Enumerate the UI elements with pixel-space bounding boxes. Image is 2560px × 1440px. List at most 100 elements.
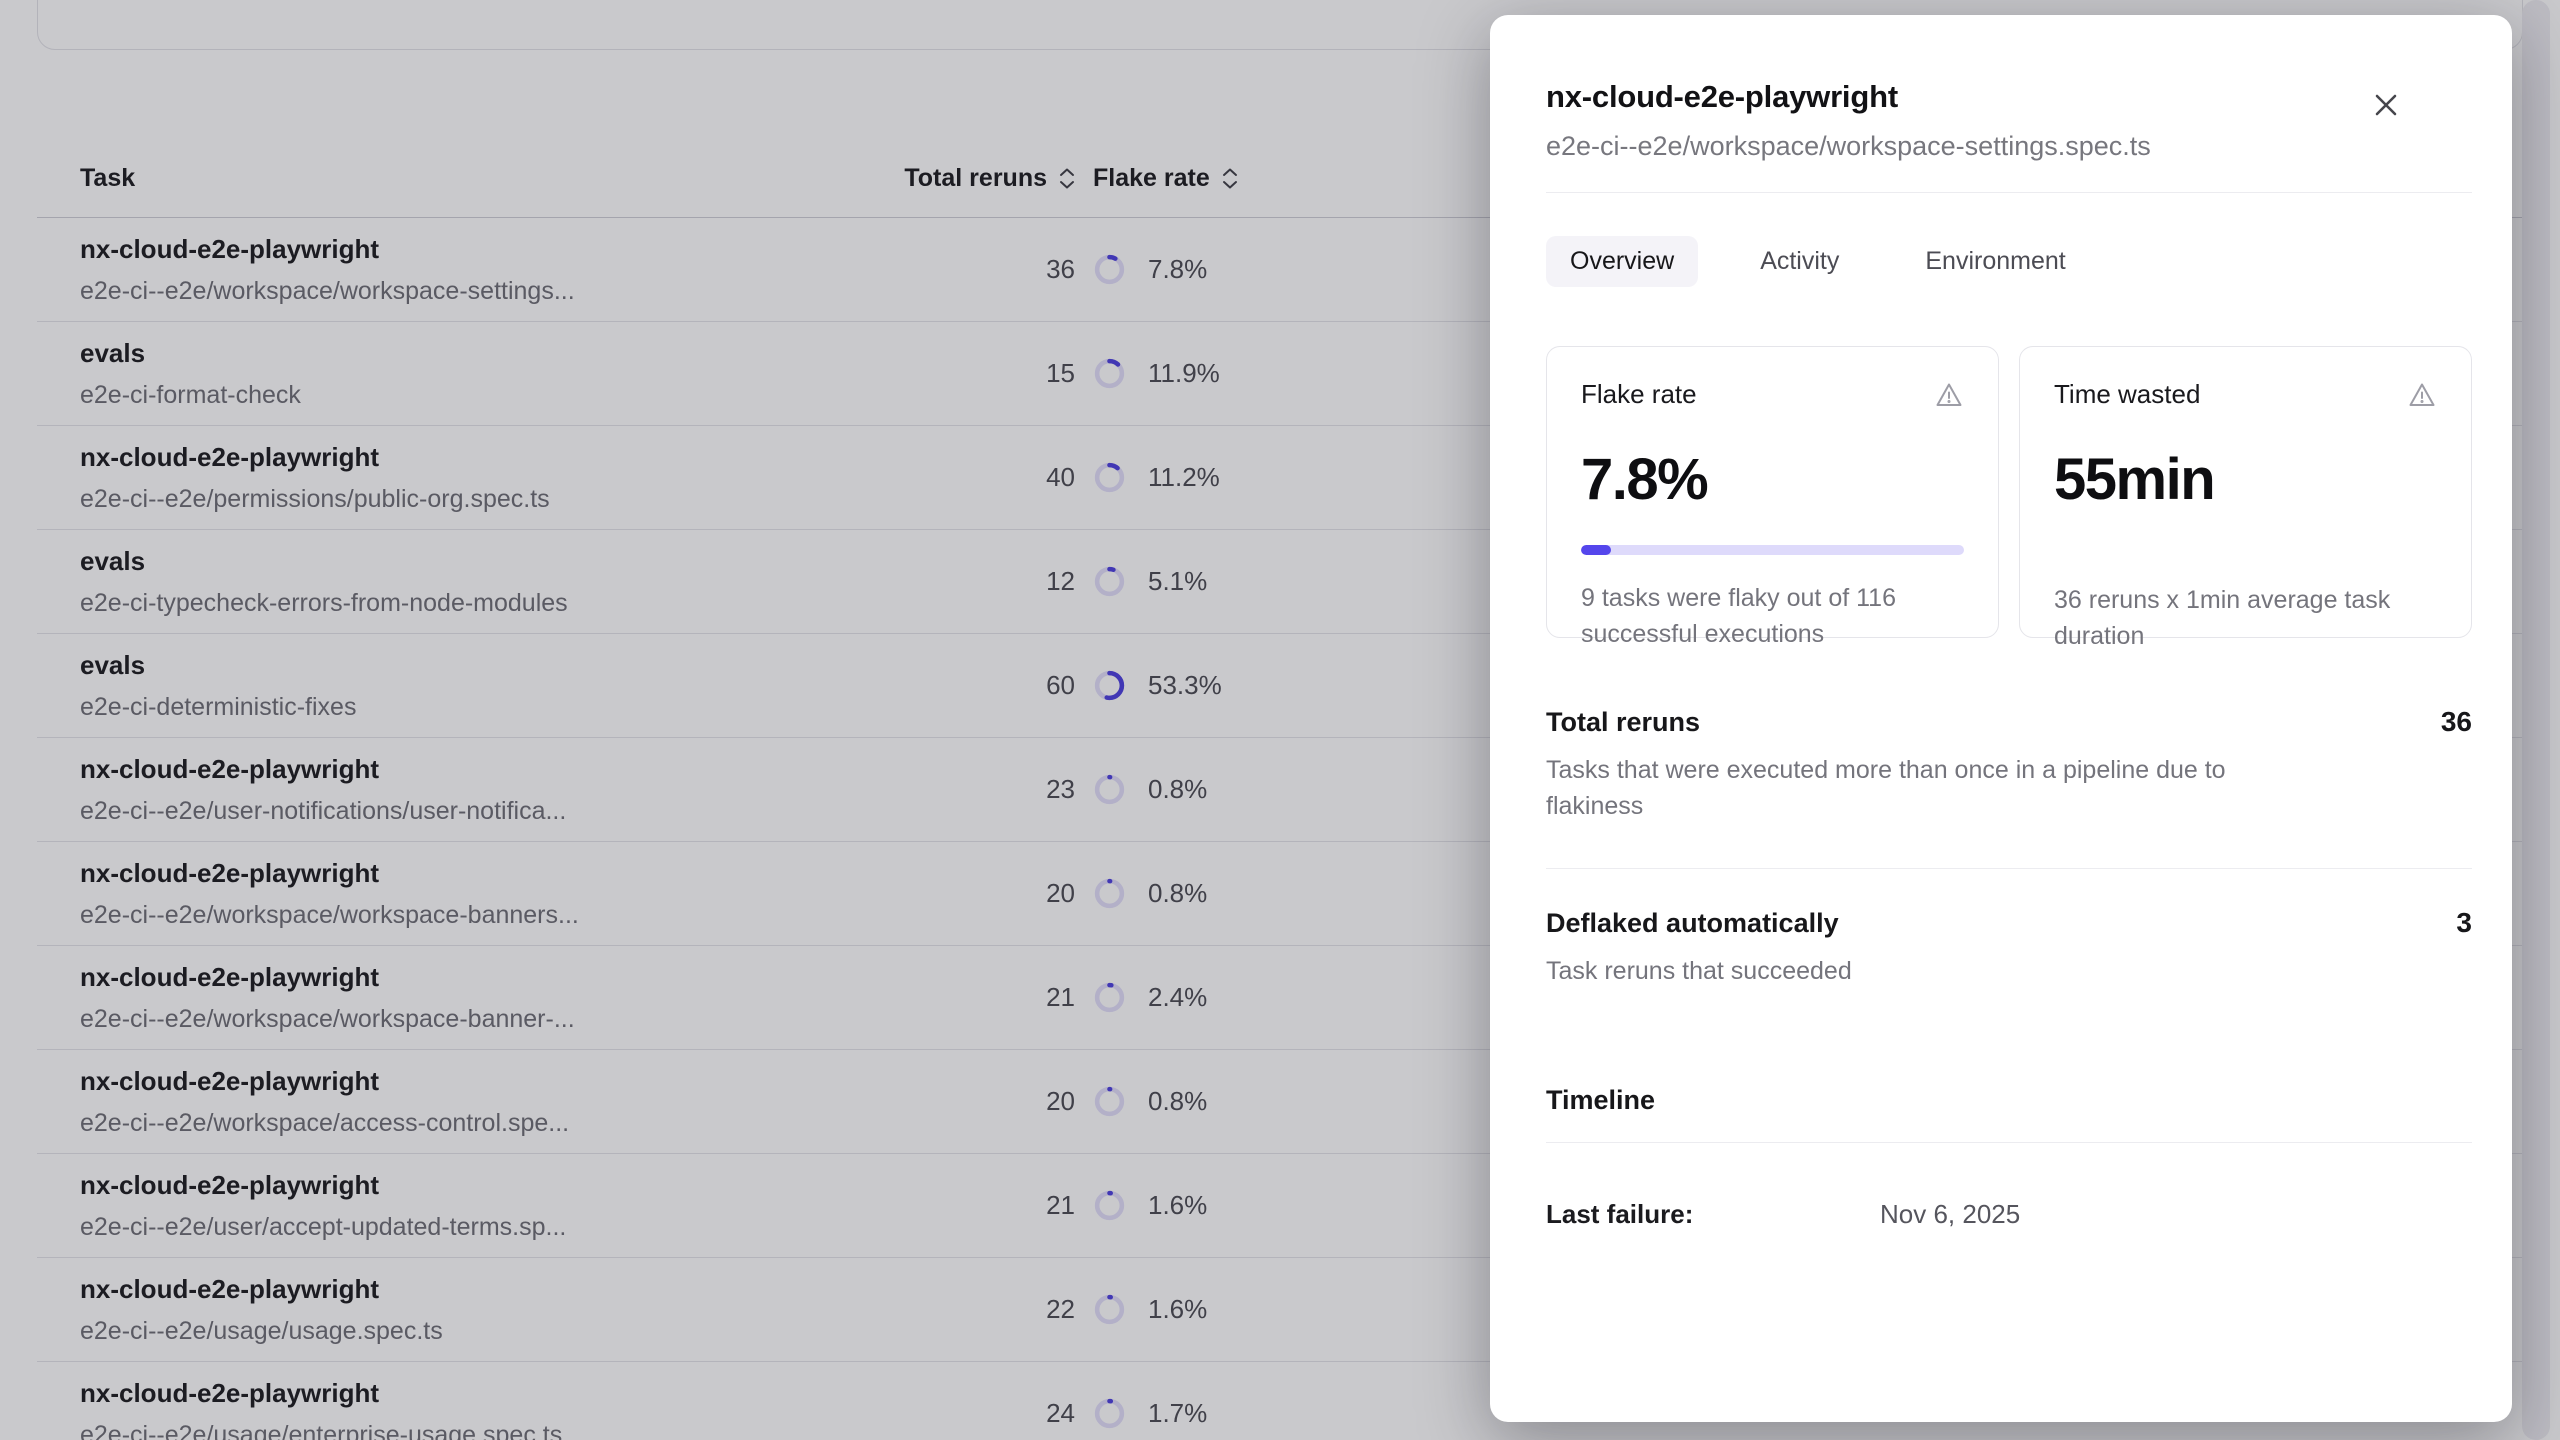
task-target: e2e-ci--e2e/workspace/workspace-banners.… [80, 900, 579, 929]
flake-rate-donut-icon [1094, 254, 1125, 285]
task-target: e2e-ci--e2e/user-notifications/user-noti… [80, 796, 567, 825]
flake-rate-donut-icon [1094, 982, 1125, 1013]
flake-rate-value-big: 7.8% [1581, 447, 1709, 512]
flake-rate-value: 5.1% [1148, 566, 1208, 596]
flaky-tasks-table: Task Total reruns Flake rate [37, 140, 2527, 1440]
flake-rate-donut-icon [1094, 566, 1125, 597]
column-header-total-reruns[interactable]: Total reruns [875, 164, 1075, 193]
task-name: nx-cloud-e2e-playwright [80, 1377, 380, 1408]
close-button[interactable] [2364, 83, 2408, 127]
total-reruns-description: Tasks that were executed more than once … [1546, 756, 2226, 820]
warning-triangle-icon [2409, 383, 2435, 406]
task-name: evals [80, 649, 146, 680]
sort-icon [1222, 168, 1238, 189]
table-row[interactable]: evals e2e-ci-deterministic-fixes 60 53.3… [37, 634, 2527, 738]
deflaked-count: 3 [2456, 907, 2472, 938]
column-header-flake-rate[interactable]: Flake rate [1075, 164, 2527, 193]
column-header-task: Task [80, 164, 136, 192]
task-name: nx-cloud-e2e-playwright [80, 753, 380, 784]
flake-rate-donut-icon [1094, 462, 1125, 493]
flake-rate-donut-icon [1094, 1294, 1125, 1325]
total-reruns-value: 36 [1046, 254, 1075, 284]
table-row[interactable]: nx-cloud-e2e-playwright e2e-ci--e2e/user… [37, 738, 2527, 842]
task-target: e2e-ci--e2e/workspace/workspace-banner-.… [80, 1004, 575, 1033]
total-reruns-value: 40 [1046, 462, 1075, 492]
flake-rate-value: 0.8% [1148, 774, 1208, 804]
table-row[interactable]: nx-cloud-e2e-playwright e2e-ci--e2e/usag… [37, 1362, 2527, 1440]
table-row[interactable]: nx-cloud-e2e-playwright e2e-ci--e2e/user… [37, 1154, 2527, 1258]
flake-rate-donut-icon [1094, 1190, 1125, 1221]
flake-rate-donut-icon [1094, 878, 1125, 909]
task-target: e2e-ci-typecheck-errors-from-node-module… [80, 588, 568, 617]
task-target: e2e-ci--e2e/usage/usage.spec.ts [80, 1316, 443, 1345]
drawer-tabs: Overview Activity Environment [1546, 236, 2472, 287]
table-row[interactable]: nx-cloud-e2e-playwright e2e-ci--e2e/work… [37, 218, 2527, 322]
flake-rate-donut-icon [1094, 358, 1125, 389]
table-row[interactable]: evals e2e-ci-typecheck-errors-from-node-… [37, 530, 2527, 634]
warning-triangle-icon [1936, 383, 1962, 406]
time-wasted-value-big: 55min [2054, 447, 2216, 512]
flake-rate-donut-icon [1094, 670, 1125, 701]
task-target: e2e-ci--e2e/workspace/access-control.spe… [80, 1108, 570, 1137]
page-scrollbar[interactable] [2522, 0, 2550, 1440]
total-reruns-label: Total reruns [1546, 707, 1701, 737]
table-row[interactable]: nx-cloud-e2e-playwright e2e-ci--e2e/work… [37, 946, 2527, 1050]
task-name: nx-cloud-e2e-playwright [80, 233, 380, 264]
total-reruns-value: 23 [1046, 774, 1075, 804]
flake-rate-card-description: 9 tasks were flaky out of 116 successful… [1581, 584, 1896, 648]
task-name: evals [80, 545, 146, 576]
time-wasted-card: Time wasted 55min 36 reruns x 1min avera… [2019, 346, 2472, 650]
flake-rate-value: 11.2% [1148, 462, 1220, 492]
total-reruns-value: 20 [1046, 1086, 1075, 1116]
flake-rate-value: 2.4% [1148, 982, 1208, 1012]
flake-rate-progress-fill [1581, 545, 1611, 555]
flake-rate-value: 0.8% [1148, 1086, 1208, 1116]
tab-environment[interactable]: Environment [1925, 247, 2066, 275]
task-target: e2e-ci--e2e/usage/enterprise-usage.spec.… [80, 1420, 563, 1440]
task-target: e2e-ci--e2e/permissions/public-org.spec.… [80, 484, 550, 513]
task-target: e2e-ci-format-check [80, 380, 301, 409]
flake-rate-donut-icon [1094, 1086, 1125, 1117]
table-row[interactable]: nx-cloud-e2e-playwright e2e-ci--e2e/perm… [37, 426, 2527, 530]
tab-activity[interactable]: Activity [1760, 247, 1840, 275]
task-target: e2e-ci-deterministic-fixes [80, 692, 357, 721]
total-reruns-value: 22 [1046, 1294, 1075, 1324]
task-detail-drawer: nx-cloud-e2e-playwright e2e-ci--e2e/work… [1490, 15, 2512, 1422]
flake-rate-value: 0.8% [1148, 878, 1208, 908]
flake-rate-value: 1.6% [1148, 1190, 1208, 1220]
task-name: evals [80, 337, 146, 368]
total-reruns-value: 21 [1046, 982, 1075, 1012]
drawer-title: nx-cloud-e2e-playwright [1546, 79, 1898, 114]
flake-rate-value: 11.9% [1148, 358, 1220, 388]
total-reruns-value: 15 [1046, 358, 1075, 388]
close-icon [2375, 94, 2397, 116]
task-name: nx-cloud-e2e-playwright [80, 1169, 380, 1200]
flake-rate-progress-bar [1581, 545, 1964, 555]
flake-rate-card-label: Flake rate [1581, 379, 1697, 409]
total-reruns-count: 36 [2440, 706, 2472, 737]
task-name: nx-cloud-e2e-playwright [80, 1065, 380, 1096]
total-reruns-value: 60 [1046, 670, 1075, 700]
flake-rate-value: 53.3% [1148, 670, 1222, 700]
table-body: nx-cloud-e2e-playwright e2e-ci--e2e/work… [37, 218, 2527, 1440]
table-row[interactable]: nx-cloud-e2e-playwright e2e-ci--e2e/work… [37, 842, 2527, 946]
tab-overview[interactable]: Overview [1546, 236, 1699, 287]
total-reruns-value: 21 [1046, 1190, 1075, 1220]
total-reruns-value: 24 [1046, 1398, 1075, 1428]
divider [1546, 868, 2472, 869]
sort-icon [1059, 168, 1075, 189]
deflaked-description: Task reruns that succeeded [1546, 957, 1852, 985]
table-header-row: Task Total reruns Flake rate [37, 140, 2527, 218]
drawer-header: nx-cloud-e2e-playwright e2e-ci--e2e/work… [1546, 15, 2472, 193]
task-name: nx-cloud-e2e-playwright [80, 1273, 380, 1304]
task-name: nx-cloud-e2e-playwright [80, 857, 380, 888]
task-name: nx-cloud-e2e-playwright [80, 441, 380, 472]
time-wasted-card-label: Time wasted [2054, 379, 2201, 409]
total-reruns-value: 12 [1046, 566, 1075, 596]
table-row[interactable]: evals e2e-ci-format-check 15 11.9% [37, 322, 2527, 426]
last-failure-label: Last failure: [1546, 1199, 1694, 1229]
divider [1546, 1142, 2472, 1143]
flake-rate-value: 1.6% [1148, 1294, 1208, 1324]
table-row[interactable]: nx-cloud-e2e-playwright e2e-ci--e2e/work… [37, 1050, 2527, 1154]
table-row[interactable]: nx-cloud-e2e-playwright e2e-ci--e2e/usag… [37, 1258, 2527, 1362]
